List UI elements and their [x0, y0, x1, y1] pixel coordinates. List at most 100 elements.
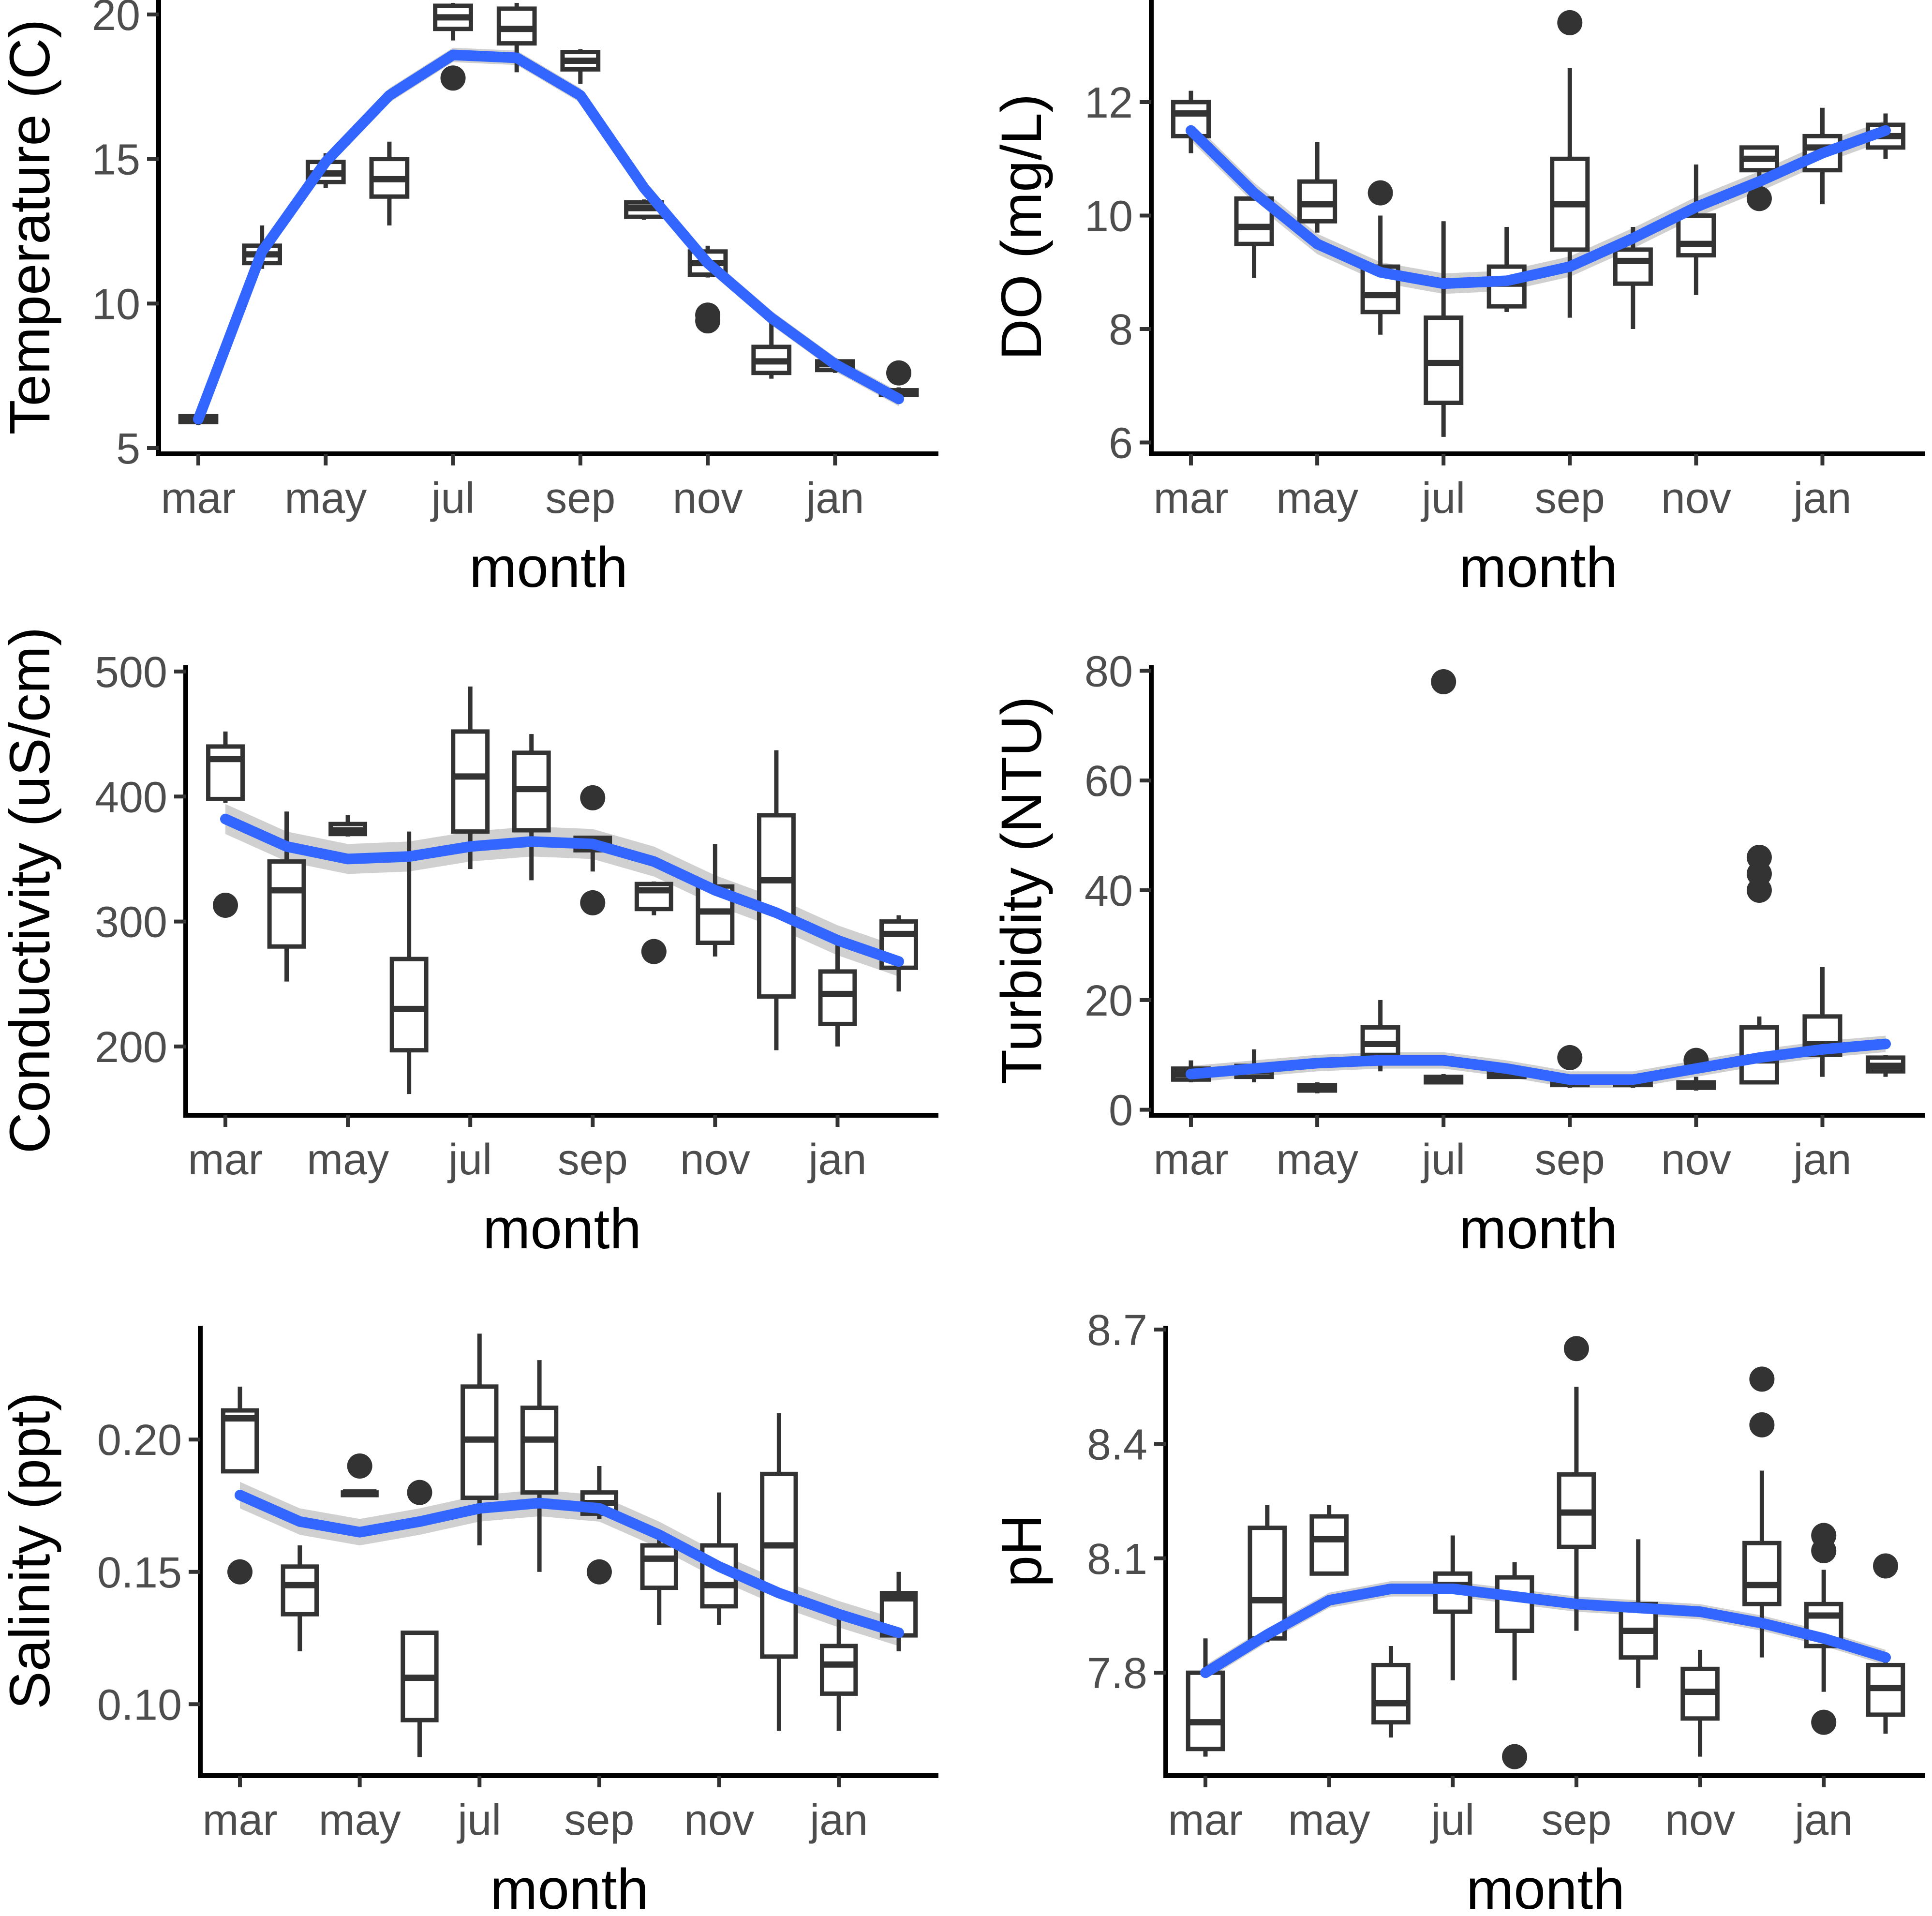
- y-tick-label: 6: [1109, 419, 1133, 468]
- box: [1613, 247, 1653, 286]
- box: [1742, 1541, 1782, 1606]
- x-axis-title: month: [1459, 1197, 1618, 1261]
- y-tick-label: 20: [92, 0, 140, 40]
- boxplot-apr: [1248, 1505, 1287, 1643]
- y-axis-title: Conductivity (uS/cm): [0, 627, 62, 1154]
- x-tick-label: jan: [1792, 474, 1851, 523]
- x-tick-label: may: [1276, 474, 1358, 523]
- x-tick-label: may: [319, 1796, 401, 1844]
- box: [818, 969, 857, 1026]
- boxplot-jul: [1433, 1535, 1472, 1680]
- boxplot-nov: [1676, 165, 1716, 295]
- outlier-point: [1431, 669, 1456, 695]
- boxplot-may: [341, 1453, 379, 1497]
- x-tick-label: nov: [1661, 1136, 1731, 1184]
- x-axis-title: month: [483, 1197, 641, 1261]
- y-tick-label: 8: [1109, 306, 1133, 354]
- x-tick-label: jan: [1793, 1796, 1853, 1844]
- outlier-point: [347, 1453, 372, 1479]
- boxplot-jan: [1804, 1523, 1843, 1735]
- outlier-point: [1746, 186, 1772, 211]
- x-tick-label: may: [1288, 1796, 1370, 1844]
- y-axis-title: Turbidity (NTU): [990, 696, 1054, 1084]
- boxplot-apr: [267, 811, 306, 982]
- y-tick-label: 15: [92, 136, 140, 184]
- box: [1234, 196, 1274, 246]
- x-tick-label: sep: [1535, 474, 1605, 523]
- x-tick-label: may: [1276, 1136, 1358, 1184]
- outlier-point: [440, 65, 466, 91]
- boxplot-aug: [520, 1360, 559, 1572]
- outlier-point: [1749, 1366, 1775, 1392]
- y-tick-label: 500: [95, 648, 167, 697]
- x-axis-title: month: [469, 536, 628, 599]
- box: [1248, 1526, 1287, 1641]
- x-tick-label: jan: [1792, 1136, 1851, 1184]
- smooth-line: [235, 1490, 904, 1638]
- outlier-point: [586, 1559, 612, 1585]
- x-tick-label: jan: [807, 1136, 866, 1184]
- smooth-line: [1200, 1583, 1891, 1678]
- x-tick-label: jul: [430, 474, 475, 523]
- x-tick-label: mar: [1154, 1136, 1229, 1184]
- x-tick-label: sep: [1535, 1136, 1605, 1184]
- box: [1371, 1662, 1411, 1725]
- smooth-line: [1186, 125, 1891, 289]
- box: [206, 744, 245, 801]
- x-tick-label: jan: [808, 1796, 868, 1844]
- boxplot-dec: [1742, 1366, 1782, 1658]
- x-tick-label: may: [284, 474, 367, 523]
- x-tick-label: mar: [203, 1796, 278, 1844]
- box: [760, 1471, 798, 1659]
- outlier-point: [227, 1559, 253, 1585]
- x-tick-label: may: [307, 1136, 389, 1184]
- boxplot-mar: [206, 731, 245, 918]
- smooth-line: [1186, 1038, 1891, 1085]
- x-axis-title: month: [490, 1857, 649, 1916]
- x-tick-label: mar: [1154, 474, 1229, 523]
- x-tick-label: jul: [456, 1796, 501, 1844]
- y-tick-label: 7.8: [1087, 1649, 1147, 1698]
- x-tick-label: sep: [1541, 1796, 1611, 1844]
- boxplot-dec: [751, 315, 792, 379]
- panel-conductivity: 200 300 400 500 mar may jul sep nov jan month Condu…: [0, 627, 938, 1261]
- boxplot-aug: [1486, 227, 1527, 312]
- panel-ph: 7.8 8.1 8.4 8.7 mar may jul sep nov jan month pH: [990, 1306, 1925, 1916]
- boxplot-nov: [1680, 1649, 1720, 1757]
- boxplot-jan: [818, 943, 857, 1047]
- box: [820, 1644, 858, 1696]
- outlier-point: [641, 939, 667, 964]
- outlier-point: [1563, 1336, 1589, 1362]
- outlier-point: [1811, 1538, 1837, 1563]
- box: [389, 957, 429, 1053]
- outlier-point: [886, 360, 911, 386]
- boxplot-jun: [401, 1480, 439, 1757]
- boxplot-jun: [1371, 1646, 1411, 1738]
- boxplot-sep: [1557, 1336, 1596, 1631]
- outlier-point: [1557, 1045, 1583, 1070]
- boxplot-jun: [1360, 1000, 1400, 1072]
- confidence-band: [198, 47, 899, 427]
- y-tick-label: 5: [116, 425, 140, 473]
- outlier-point: [1873, 1553, 1898, 1579]
- x-tick-label: jul: [1420, 1136, 1465, 1184]
- x-tick-label: mar: [188, 1136, 263, 1184]
- boxplot-jul: [451, 686, 490, 869]
- x-axis-title: month: [1466, 1857, 1625, 1916]
- x-tick-label: sep: [558, 1136, 628, 1184]
- x-tick-label: sep: [564, 1796, 634, 1844]
- outlier-point: [695, 308, 721, 334]
- x-tick-label: nov: [680, 1136, 750, 1184]
- smooth-line: [220, 813, 904, 967]
- boxplot-may: [1297, 142, 1338, 233]
- box: [1309, 1514, 1349, 1576]
- y-tick-label: 0.20: [97, 1416, 182, 1465]
- x-tick-label: nov: [1661, 474, 1731, 523]
- boxplot-jul: [1424, 669, 1464, 1085]
- y-axis-title: Temperature (C): [0, 19, 62, 434]
- x-tick-label: nov: [1665, 1796, 1735, 1844]
- confidence-band: [225, 804, 899, 977]
- outlier-point: [580, 890, 606, 915]
- outlier-point: [1502, 1744, 1528, 1769]
